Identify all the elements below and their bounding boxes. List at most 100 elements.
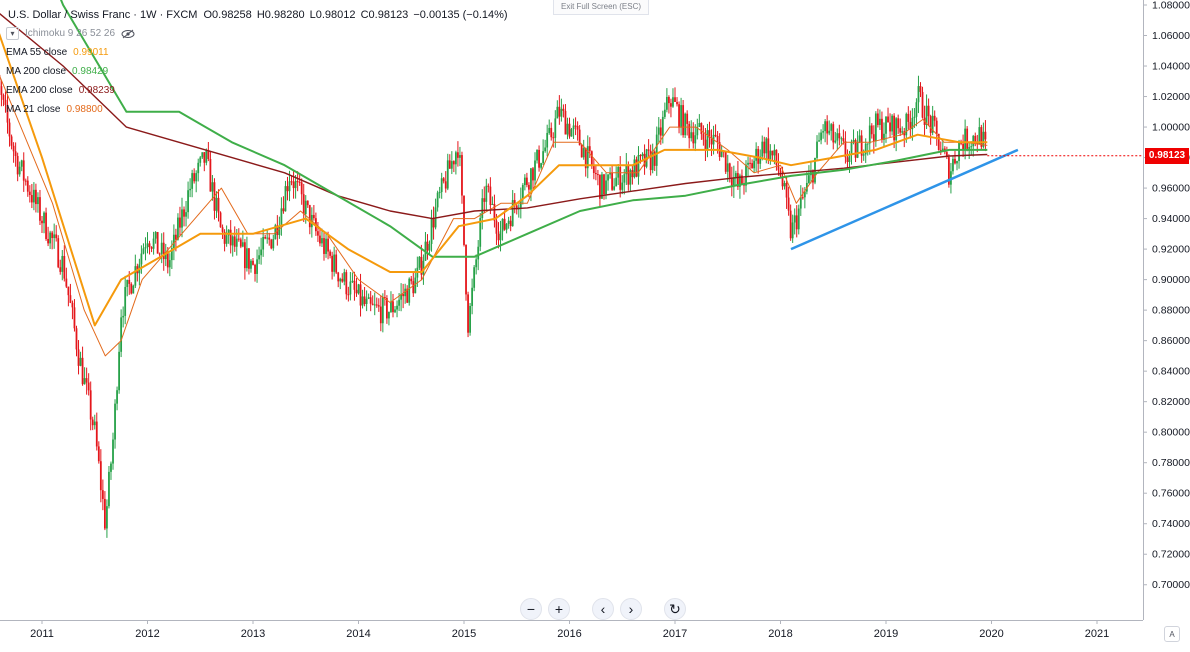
candle-body <box>921 91 924 118</box>
eye-off-icon[interactable] <box>121 29 135 39</box>
candle-body <box>761 141 764 157</box>
last-price-label: 0.98123 <box>1145 147 1189 164</box>
scroll-right-button[interactable]: › <box>620 598 642 620</box>
candle-body <box>341 278 344 282</box>
candle-body <box>444 181 447 189</box>
x-tick-label: 2018 <box>768 628 792 640</box>
auto-scale-button[interactable]: A <box>1164 626 1180 642</box>
candle-body <box>457 152 459 158</box>
candle-body <box>844 141 847 158</box>
candle-body <box>47 238 49 244</box>
x-tick-label: 2019 <box>874 628 898 640</box>
candle-body <box>850 142 853 155</box>
candle-body <box>639 155 642 157</box>
candle-body <box>586 146 589 169</box>
candle-body <box>580 145 583 158</box>
candle-body <box>566 123 569 135</box>
candle-body <box>945 152 948 158</box>
ohlc-values: O0.98258 H0.98280 L0.98012 C0.98123 −0.0… <box>203 9 509 21</box>
candle-body <box>856 142 859 158</box>
symbol-title[interactable]: U.S. Dollar / Swiss Franc · 1W · FXCM <box>8 9 198 21</box>
indicator-ema55[interactable]: EMA 55 close 0.99011 <box>6 43 135 62</box>
candle-body <box>909 121 912 130</box>
candle-body <box>288 181 291 192</box>
low-value: L0.98012 <box>309 9 356 21</box>
candle-body <box>205 150 208 163</box>
candle-body <box>655 134 658 166</box>
candle-body <box>872 134 875 142</box>
candle-body <box>540 163 542 168</box>
candle-body <box>467 294 469 333</box>
candle-body <box>201 152 204 158</box>
candle-body <box>684 113 687 136</box>
indicator-ma21[interactable]: MA 21 close 0.98800 <box>6 100 135 119</box>
candle-body <box>678 104 680 128</box>
candle-body <box>594 172 597 175</box>
candle-body <box>864 143 867 155</box>
exit-fullscreen-button[interactable]: Exit Full Screen (ESC) <box>553 0 649 15</box>
candle-body <box>917 86 920 103</box>
candle-body <box>183 209 185 217</box>
candle-body <box>294 181 297 189</box>
candle-body <box>146 243 149 248</box>
reset-chart-button[interactable]: ↻ <box>664 598 686 620</box>
candle-body <box>422 260 425 275</box>
x-tick-label: 2017 <box>663 628 687 640</box>
y-tick-label: 0.86000 <box>1152 335 1190 347</box>
candle-body <box>789 210 792 239</box>
candle-body <box>268 237 271 240</box>
candle-body <box>874 113 877 142</box>
candle-body <box>475 259 478 268</box>
candle-body <box>564 110 567 135</box>
candle-body <box>590 151 593 165</box>
candle-body <box>530 168 532 190</box>
candle-body <box>899 128 902 133</box>
candle-body <box>402 294 405 297</box>
indicator-ichimoku[interactable]: ▾ Ichimoku 9 26 52 26 <box>6 24 135 43</box>
candle-body <box>747 162 749 165</box>
candle-body <box>653 151 656 166</box>
indicator-ema200[interactable]: EMA 200 close 0.98239 <box>6 81 135 100</box>
candle-body <box>304 200 307 214</box>
candle-body <box>120 317 123 352</box>
change-value: −0.00135 (−0.14%) <box>413 9 508 21</box>
candle-body <box>956 161 958 164</box>
candle-body <box>659 127 662 136</box>
candle-body <box>292 181 295 189</box>
ema55-line <box>0 33 988 327</box>
candle-body <box>432 217 435 228</box>
candle-body <box>649 150 652 171</box>
candle-body <box>446 160 449 189</box>
candle-body <box>207 150 210 159</box>
candle-body <box>501 218 504 232</box>
indicator-value: 0.99011 <box>73 47 109 58</box>
candle-body <box>507 220 510 224</box>
zoom-in-button[interactable]: + <box>548 598 570 620</box>
candle-body <box>625 164 628 175</box>
candle-body <box>972 135 975 147</box>
candle-body <box>144 247 147 249</box>
indicator-ma200[interactable]: MA 200 close 0.98429 <box>6 62 135 81</box>
candle-body <box>227 229 230 236</box>
candle-body <box>353 280 356 290</box>
candle-body <box>736 173 739 187</box>
scroll-left-button[interactable]: ‹ <box>592 598 614 620</box>
candle-body <box>442 178 445 182</box>
candle-body <box>83 378 86 385</box>
candle-body <box>582 148 585 158</box>
candle-body <box>16 155 19 175</box>
chevron-down-icon[interactable]: ▾ <box>6 27 19 40</box>
candle-body <box>406 288 409 303</box>
candle-body <box>450 161 453 169</box>
candle-body <box>371 303 374 305</box>
y-tick-label: 1.06000 <box>1152 30 1190 42</box>
y-tick-label: 1.04000 <box>1152 61 1190 73</box>
candle-body <box>93 421 96 426</box>
candle-body <box>339 278 342 282</box>
y-tick-label: 0.82000 <box>1152 396 1190 408</box>
candle-body <box>635 159 638 177</box>
candle-body <box>73 307 76 329</box>
candle-body <box>175 234 177 240</box>
zoom-out-button[interactable]: − <box>520 598 542 620</box>
